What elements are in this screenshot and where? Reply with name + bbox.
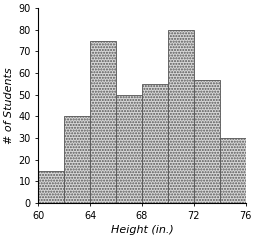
Bar bbox=[38, 171, 64, 203]
Bar bbox=[220, 138, 246, 203]
Y-axis label: # of Students: # of Students bbox=[4, 67, 14, 144]
Bar bbox=[64, 116, 90, 203]
Bar bbox=[194, 80, 220, 203]
X-axis label: Height (in.): Height (in.) bbox=[111, 225, 173, 235]
Bar bbox=[116, 95, 142, 203]
Bar bbox=[168, 30, 194, 203]
Bar bbox=[142, 84, 168, 203]
Bar bbox=[90, 41, 116, 203]
